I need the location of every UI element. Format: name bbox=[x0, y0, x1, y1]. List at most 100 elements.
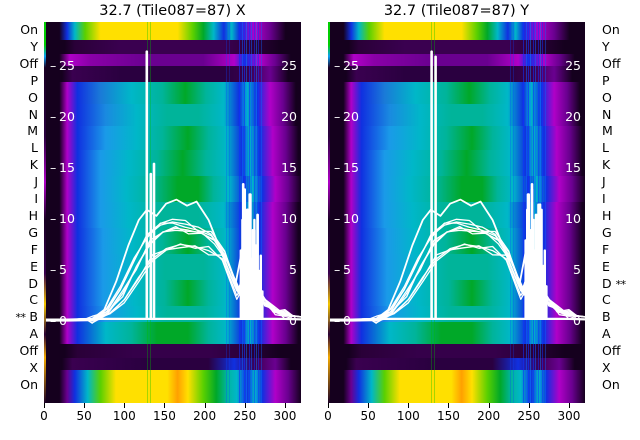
heatmap-band bbox=[44, 358, 301, 370]
y-tick-dash-icon: – bbox=[334, 262, 341, 277]
y-tick-value: 5 bbox=[59, 262, 67, 277]
row-label: O bbox=[28, 90, 38, 105]
row-label-text: N bbox=[28, 106, 38, 122]
heatmap-band bbox=[44, 150, 301, 176]
heatmap-column-streak bbox=[512, 22, 514, 403]
x-tick-mark bbox=[284, 403, 286, 408]
row-label: O bbox=[602, 90, 612, 105]
row-label-text: C bbox=[602, 292, 611, 308]
row-label-text: D bbox=[602, 275, 612, 291]
row-label: F bbox=[602, 242, 609, 257]
heatmap-band bbox=[328, 322, 585, 344]
x-tick-label: 0 bbox=[324, 409, 332, 423]
x-tick-mark bbox=[448, 403, 450, 408]
row-label: N bbox=[602, 107, 611, 122]
y-tick-dash-icon: – bbox=[334, 313, 341, 328]
row-labels-right: On Y Off P O N M L K J I H G F E D ** C B A Off X On bbox=[598, 22, 640, 403]
row-label-text: On bbox=[602, 22, 620, 37]
x-tick-label: 100 bbox=[112, 409, 136, 423]
heatmap-band bbox=[328, 150, 585, 176]
heatmap-band bbox=[328, 54, 585, 66]
row-label: B bbox=[602, 310, 611, 324]
row-label-text: On bbox=[602, 377, 620, 392]
row-label: X bbox=[29, 361, 38, 375]
row-label: On bbox=[602, 378, 620, 392]
x-tick-label: 200 bbox=[477, 409, 501, 423]
row-label-text: E bbox=[30, 258, 38, 274]
heatmap-panel-left[interactable]: –25 25–20 20–15 15–10 10–5 5–0 0 bbox=[44, 22, 301, 403]
row-label: C bbox=[29, 293, 38, 307]
heatmap-band bbox=[44, 126, 301, 150]
x-tick-mark bbox=[204, 403, 206, 408]
y-tick-dash-icon: – bbox=[50, 109, 57, 124]
y-tick-value: 20 bbox=[343, 109, 359, 124]
y-tick-label-inner: –20 bbox=[50, 109, 75, 124]
x-tick-mark bbox=[164, 403, 166, 408]
row-label-text: A bbox=[29, 326, 38, 342]
x-tick-label: 200 bbox=[193, 409, 217, 423]
row-label: Off bbox=[20, 56, 38, 71]
row-label-text: P bbox=[602, 72, 610, 88]
white-trace-overlay-right bbox=[328, 22, 585, 403]
y-tick-label-outer: 25 bbox=[565, 58, 581, 73]
row-label: E bbox=[602, 258, 610, 274]
row-label-text: I bbox=[34, 191, 38, 207]
x-tick-label: 100 bbox=[396, 409, 420, 423]
heatmap-column-streak bbox=[509, 22, 511, 403]
row-label-text: Y bbox=[602, 38, 610, 54]
x-tick-mark bbox=[528, 403, 530, 408]
heatmap-band bbox=[328, 66, 585, 82]
heatmap-column-streak bbox=[260, 22, 262, 403]
heatmap-panel-right[interactable]: –25 25–20 20–15 15–10 10–5 5–0 0 bbox=[328, 22, 585, 403]
y-tick-label-inner: –10 bbox=[50, 212, 75, 226]
x-tick-label: 150 bbox=[153, 409, 176, 423]
row-label-text: E bbox=[602, 258, 610, 274]
row-label: E bbox=[30, 258, 38, 274]
y-tick-dash-icon: – bbox=[50, 58, 57, 73]
row-label-text: H bbox=[602, 207, 612, 223]
heatmap-band bbox=[44, 54, 301, 66]
row-label-text: On bbox=[20, 22, 38, 37]
heatmap-band bbox=[44, 22, 301, 40]
y-tick-value: 10 bbox=[343, 211, 359, 226]
y-tick-label-outer: 20 bbox=[281, 109, 297, 124]
row-label: J bbox=[602, 175, 606, 189]
row-label: L bbox=[31, 141, 38, 155]
heatmap-band bbox=[44, 370, 301, 403]
heatmap-column-streak bbox=[535, 22, 537, 403]
heatmap-band bbox=[44, 66, 301, 82]
y-tick-label-inner: –5 bbox=[334, 262, 351, 277]
heatmap-column-streak bbox=[225, 22, 227, 403]
heatmap-band bbox=[44, 104, 301, 126]
heatmap-column-streak bbox=[253, 22, 255, 403]
heatmap-band bbox=[328, 40, 585, 54]
y-tick-dash-icon: – bbox=[334, 58, 341, 73]
row-label: K bbox=[602, 158, 610, 172]
y-tick-label-outer: 5 bbox=[573, 262, 581, 277]
row-label-text: M bbox=[27, 123, 38, 139]
row-label: I bbox=[602, 192, 606, 206]
y-tick-value: 5 bbox=[343, 262, 351, 277]
row-label-text: K bbox=[602, 157, 611, 173]
heatmap-column-streak bbox=[542, 22, 544, 403]
y-tick-value: 25 bbox=[59, 58, 75, 73]
row-label: M bbox=[27, 124, 38, 138]
y-tick-value: 25 bbox=[343, 58, 359, 73]
y-tick-label-outer: 0 bbox=[573, 313, 581, 328]
x-tick-label: 150 bbox=[437, 409, 460, 423]
y-tick-value: 0 bbox=[343, 313, 351, 328]
x-tick-label: 50 bbox=[76, 409, 92, 423]
row-marker-icon: ** bbox=[15, 311, 26, 325]
y-tick-dash-icon: – bbox=[50, 262, 57, 277]
heatmap-column-streak bbox=[258, 22, 260, 403]
x-tick-label: 0 bbox=[40, 409, 48, 423]
row-label: Y bbox=[30, 39, 38, 54]
row-marker-icon: ** bbox=[615, 277, 627, 291]
row-label: On bbox=[602, 23, 620, 37]
row-label-text: P bbox=[30, 72, 38, 88]
x-tick-mark bbox=[408, 403, 410, 408]
y-tick-label-inner: –15 bbox=[334, 161, 359, 175]
row-labels-left: On Y Off P O N M L K J I H G F E D C ** B A Off X On bbox=[0, 22, 42, 403]
y-tick-label-inner: –10 bbox=[334, 211, 359, 226]
